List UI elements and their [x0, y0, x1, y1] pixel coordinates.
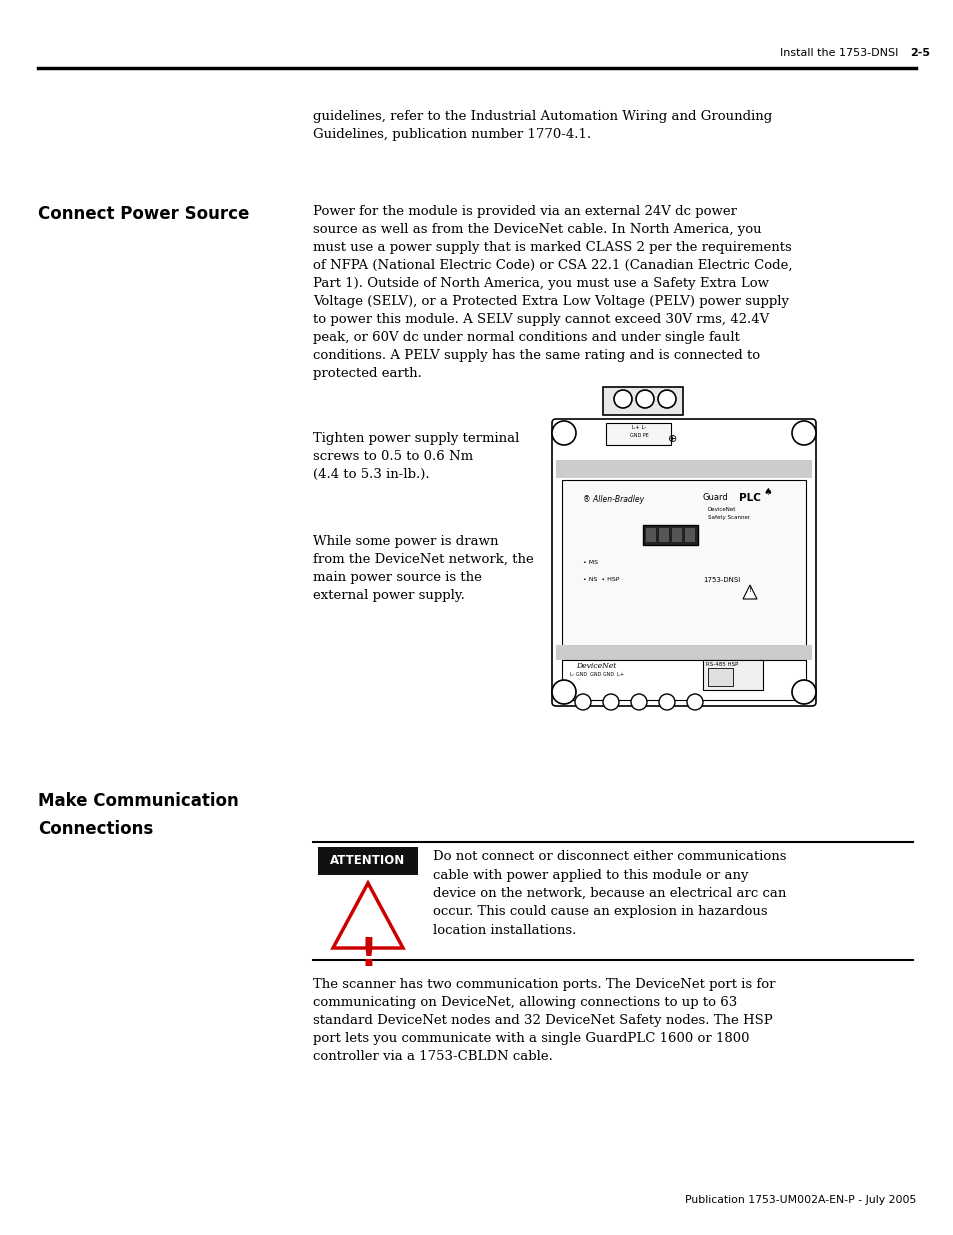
Circle shape [614, 390, 631, 408]
Bar [671, 529, 681, 542]
Circle shape [552, 680, 576, 704]
Text: Tighten power supply terminal
screws to 0.5 to 0.6 Nm
(4.4 to 5.3 in-lb.).: Tighten power supply terminal screws to … [313, 432, 518, 480]
Bar [556, 459, 811, 478]
Bar [561, 480, 805, 659]
Text: L- GND  GND GND  L+: L- GND GND GND L+ [569, 672, 623, 677]
Text: GND PE: GND PE [629, 433, 648, 438]
Text: guidelines, refer to the Industrial Automation Wiring and Grounding
Guidelines, : guidelines, refer to the Industrial Auto… [313, 110, 771, 141]
Bar [707, 668, 732, 685]
Text: Guard: Guard [702, 493, 728, 501]
Text: • NS  • HSP: • NS • HSP [582, 577, 618, 582]
Text: Make Communication: Make Communication [38, 792, 238, 810]
Text: Install the 1753-DNSI: Install the 1753-DNSI [780, 48, 898, 58]
Circle shape [602, 694, 618, 710]
Text: The scanner has two communication ports. The DeviceNet port is for
communicating: The scanner has two communication ports.… [313, 978, 775, 1063]
Text: While some power is drawn
from the DeviceNet network, the
main power source is t: While some power is drawn from the Devic… [313, 535, 533, 601]
Circle shape [636, 390, 654, 408]
Text: !: ! [358, 936, 376, 974]
Circle shape [791, 421, 815, 445]
Text: ATTENTION: ATTENTION [330, 855, 405, 867]
Polygon shape [333, 883, 402, 948]
FancyBboxPatch shape [552, 419, 815, 706]
Text: ® Allen-Bradley: ® Allen-Bradley [582, 495, 643, 504]
Bar [602, 387, 682, 415]
Bar [561, 659, 805, 700]
Text: Connections: Connections [38, 820, 153, 839]
Text: L+ L-: L+ L- [631, 425, 645, 430]
Circle shape [686, 694, 702, 710]
Text: Publication 1753-UM002A-EN-P - July 2005: Publication 1753-UM002A-EN-P - July 2005 [684, 1195, 915, 1205]
Text: DeviceNet: DeviceNet [707, 508, 736, 513]
Text: !: ! [748, 587, 751, 593]
Text: Do not connect or disconnect either communications
cable with power applied to t: Do not connect or disconnect either comm… [433, 850, 785, 937]
Circle shape [659, 694, 675, 710]
Bar [317, 847, 417, 876]
Polygon shape [742, 585, 757, 599]
Bar [702, 659, 762, 690]
Text: • MS: • MS [582, 559, 598, 564]
Bar [645, 529, 656, 542]
Text: Connect Power Source: Connect Power Source [38, 205, 249, 224]
Bar [642, 525, 698, 545]
Text: PLC: PLC [739, 493, 760, 503]
Bar [659, 529, 668, 542]
Circle shape [575, 694, 590, 710]
Circle shape [791, 680, 815, 704]
Bar [684, 529, 695, 542]
Text: Power for the module is provided via an external 24V dc power
source as well as : Power for the module is provided via an … [313, 205, 792, 380]
Text: 2-5: 2-5 [909, 48, 929, 58]
Text: ♠: ♠ [762, 487, 771, 496]
Bar [556, 645, 811, 659]
Text: ⊕: ⊕ [668, 433, 677, 445]
Text: 1753-DNSI: 1753-DNSI [702, 577, 740, 583]
Circle shape [552, 421, 576, 445]
Circle shape [630, 694, 646, 710]
Text: DeviceNet: DeviceNet [576, 662, 616, 671]
Text: RS-485 HSP: RS-485 HSP [705, 662, 738, 667]
Circle shape [658, 390, 676, 408]
Bar [605, 424, 670, 445]
Text: Safety Scanner: Safety Scanner [707, 515, 749, 520]
